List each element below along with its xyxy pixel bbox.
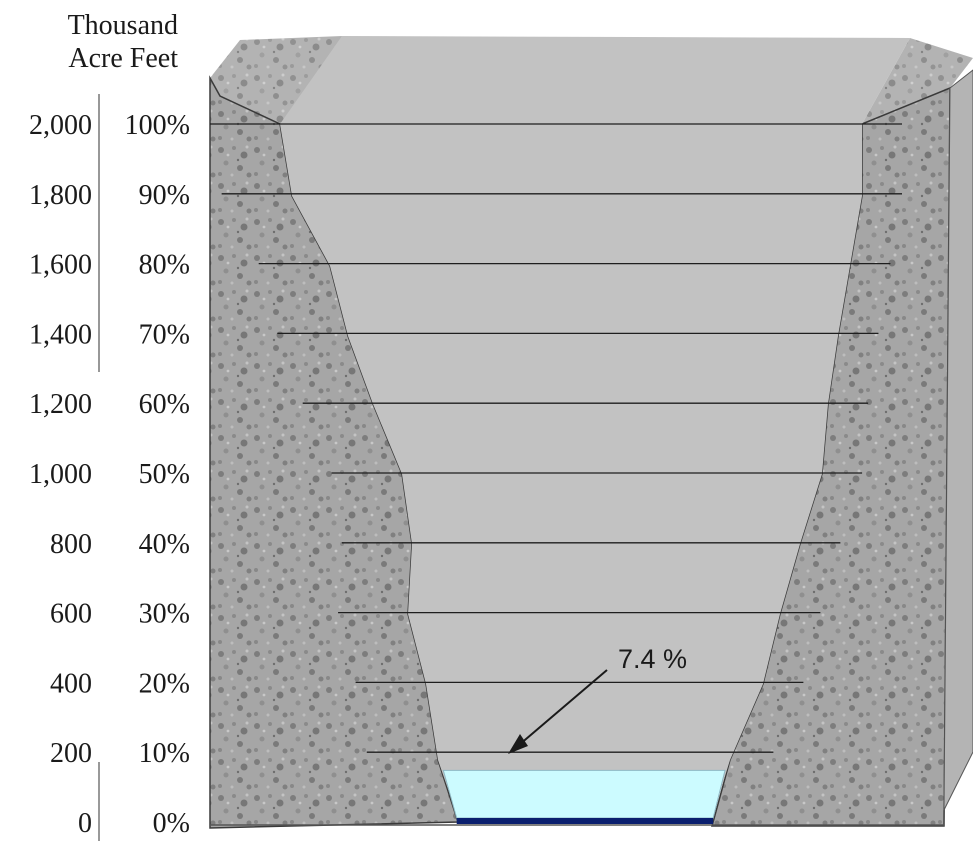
percent-tick-label: 100% bbox=[125, 110, 190, 141]
annotation-arrow-line bbox=[518, 669, 608, 746]
percent-tick-label: 80% bbox=[139, 250, 190, 281]
annotation-label: 7.4 % bbox=[618, 644, 687, 674]
capacity-tick-labels: 2,000 1,800 1,600 1,400 1,200 1,000 800 600 400 2… bbox=[29, 110, 92, 839]
capacity-tick-label: 0 bbox=[78, 808, 92, 839]
water-bottom bbox=[456, 818, 714, 824]
capacity-tick-label: 1,400 bbox=[29, 319, 92, 350]
capacity-tick-label: 1,000 bbox=[29, 459, 92, 490]
reservoir-basin bbox=[280, 36, 910, 818]
percent-tick-label: 10% bbox=[139, 738, 190, 769]
capacity-tick-label: 400 bbox=[50, 668, 92, 699]
percent-tick-labels: 100% 90% 80% 70% 60% 50% 40% 30% 20% 10% 0% bbox=[125, 110, 190, 839]
unit-label-line2: Acre Feet bbox=[68, 43, 178, 74]
percent-tick-label: 60% bbox=[139, 389, 190, 420]
percent-tick-label: 90% bbox=[139, 180, 190, 211]
capacity-gridlines bbox=[210, 123, 944, 826]
unit-label-line1: Thousand bbox=[68, 10, 178, 41]
capacity-tick-label: 200 bbox=[50, 738, 92, 769]
percent-tick-label: 50% bbox=[139, 459, 190, 490]
capacity-tick-label: 1,600 bbox=[29, 250, 92, 281]
percent-tick-label: 20% bbox=[139, 668, 190, 699]
annotation-arrowhead bbox=[508, 734, 528, 754]
percent-tick-label: 40% bbox=[139, 529, 190, 560]
percent-tick-label: 30% bbox=[139, 599, 190, 630]
capacity-tick-label: 600 bbox=[50, 599, 92, 630]
percent-tick-label: 0% bbox=[153, 808, 190, 839]
water-level bbox=[442, 769, 726, 824]
water-fill bbox=[442, 769, 726, 819]
capacity-tick-label: 800 bbox=[50, 529, 92, 560]
capacity-tick-label: 1,800 bbox=[29, 180, 92, 211]
capacity-tick-label: 2,000 bbox=[29, 110, 92, 141]
right-rock-wall bbox=[711, 38, 973, 827]
capacity-tick-label: 1,200 bbox=[29, 389, 92, 420]
percent-tick-label: 70% bbox=[139, 319, 190, 350]
